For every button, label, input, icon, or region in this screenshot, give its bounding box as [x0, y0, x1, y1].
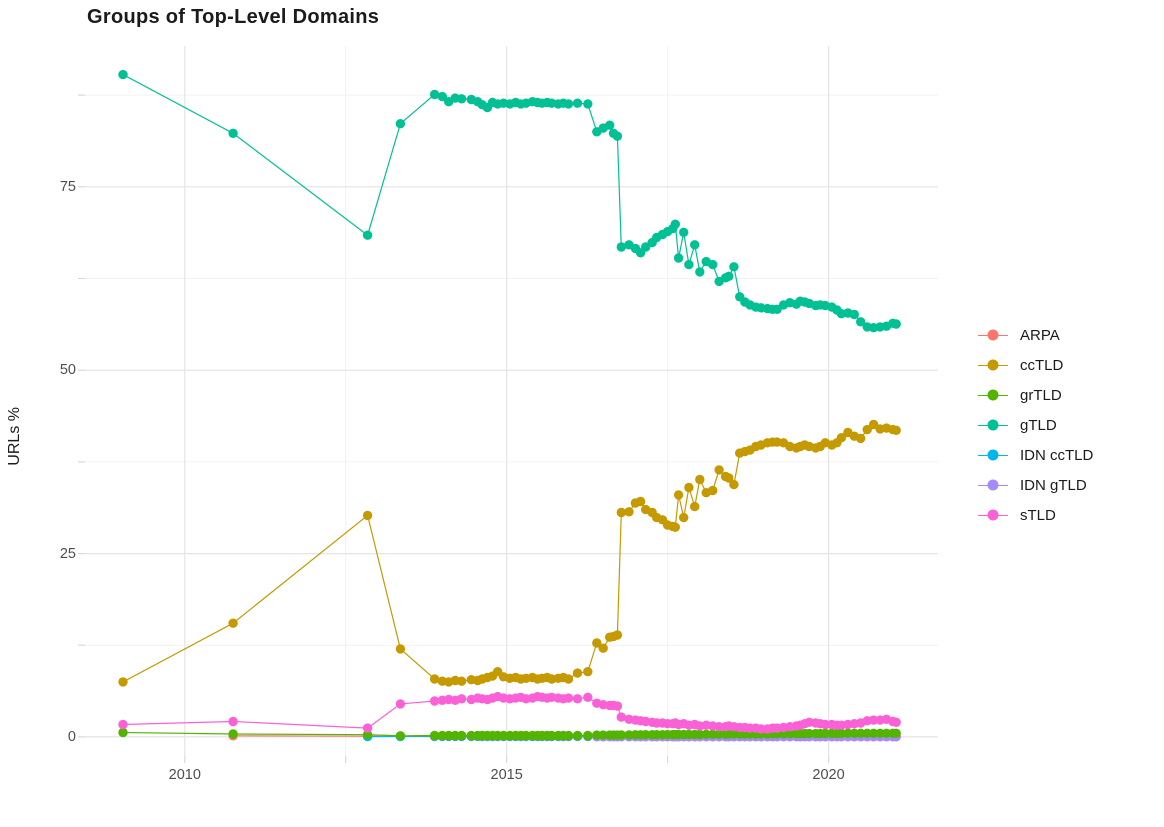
legend-item-stld: sTLD	[976, 500, 1093, 530]
y-tick-label: 75	[59, 178, 76, 195]
y-tick-label: 50	[59, 362, 76, 379]
x-tick-label: 2020	[812, 767, 845, 783]
y-axis-title-wrap: URLs %	[6, 46, 24, 756]
legend-item-cctld: ccTLD	[976, 350, 1093, 380]
legend-item-idn-gtld: IDN gTLD	[976, 470, 1093, 500]
legend-item-arpa: ARPA	[976, 320, 1093, 350]
legend-key-icon	[976, 380, 1010, 410]
series-points-gtld	[118, 69, 901, 333]
legend-key-icon	[976, 470, 1010, 500]
legend-label: sTLD	[1020, 506, 1056, 524]
legend-label: grTLD	[1020, 386, 1062, 404]
legend: ARPA ccTLD grTLD gTLD IDN ccTLD IDN gTLD sTLD	[976, 320, 1093, 530]
legend-key-icon	[976, 320, 1010, 350]
x-tick-label: 2015	[490, 767, 523, 783]
legend-label: ARPA	[1020, 326, 1060, 344]
y-tick-label: 25	[59, 545, 76, 562]
legend-label: IDN ccTLD	[1020, 446, 1094, 464]
legend-key-icon	[976, 350, 1010, 380]
chart-title: Groups of Top-Level Domains	[87, 6, 380, 28]
series-points-cctld	[118, 419, 901, 687]
series-points-grtld	[118, 727, 901, 741]
legend-item-idn-cctld: IDN ccTLD	[976, 440, 1093, 470]
legend-key-icon	[976, 410, 1010, 440]
series-line-gtld	[122, 74, 897, 329]
legend-label: IDN gTLD	[1020, 476, 1087, 494]
legend-label: ccTLD	[1020, 356, 1064, 374]
legend-key-icon	[976, 500, 1010, 530]
x-tick-label: 2010	[168, 767, 201, 783]
y-tick-label: 0	[67, 728, 76, 745]
legend-item-grtld: grTLD	[976, 380, 1093, 410]
legend-key-icon	[976, 440, 1010, 470]
legend-item-gtld: gTLD	[976, 410, 1093, 440]
legend-label: gTLD	[1020, 416, 1057, 434]
series-points-stld	[118, 691, 901, 734]
plot-area	[78, 46, 938, 763]
y-axis-title: URLs %	[6, 406, 23, 466]
